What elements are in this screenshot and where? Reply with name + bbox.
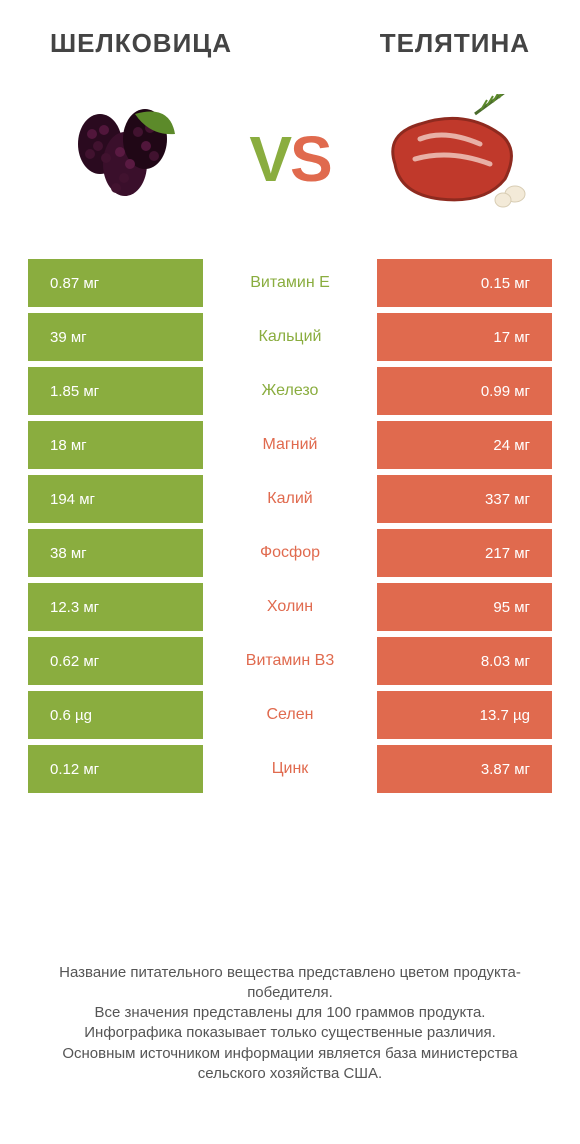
table-row: 0.87 мгВитамин E0.15 мг [28,259,552,307]
nutrient-label: Магний [203,421,377,469]
nutrient-label: Витамин E [203,259,377,307]
table-row: 0.12 мгЦинк3.87 мг [28,745,552,793]
table-row: 194 мгКалий337 мг [28,475,552,523]
table-row: 0.6 µgСелен13.7 µg [28,691,552,739]
footer-line: Инфографика показывает только существенн… [30,1023,550,1043]
nutrient-label: Цинк [203,745,377,793]
nutrient-label: Холин [203,583,377,631]
table-row: 1.85 мгЖелезо0.99 мг [28,367,552,415]
table-row: 38 мгФосфор217 мг [28,529,552,577]
table-row: 18 мгМагний24 мг [28,421,552,469]
value-right: 13.7 µg [377,691,552,739]
vs-v: V [249,123,290,195]
footer-line: Все значения представлены для 100 граммо… [30,1003,550,1023]
vs-s: S [290,123,331,195]
value-right: 8.03 мг [377,637,552,685]
value-left: 39 мг [28,313,203,361]
value-left: 38 мг [28,529,203,577]
header: ШЕЛКОВИЦА ТЕЛЯТИНА [0,0,580,69]
title-right: ТЕЛЯТИНА [380,28,530,59]
nutrient-label: Кальций [203,313,377,361]
mulberry-image [40,89,220,229]
value-left: 0.87 мг [28,259,203,307]
value-left: 0.62 мг [28,637,203,685]
value-right: 337 мг [377,475,552,523]
veal-image [360,89,540,229]
hero: VS [0,69,580,259]
nutrient-label: Железо [203,367,377,415]
value-right: 3.87 мг [377,745,552,793]
value-left: 12.3 мг [28,583,203,631]
table-row: 0.62 мгВитамин B38.03 мг [28,637,552,685]
value-left: 1.85 мг [28,367,203,415]
comparison-table: 0.87 мгВитамин E0.15 мг 39 мгКальций17 мг… [0,259,580,799]
value-left: 18 мг [28,421,203,469]
nutrient-label: Фосфор [203,529,377,577]
value-right: 95 мг [377,583,552,631]
footer: Название питательного вещества представл… [0,935,580,1144]
title-left: ШЕЛКОВИЦА [50,28,232,59]
table-row: 12.3 мгХолин95 мг [28,583,552,631]
footer-line: Название питательного вещества представл… [30,963,550,1004]
value-right: 17 мг [377,313,552,361]
footer-line: Основным источником информации является … [30,1044,550,1085]
nutrient-label: Селен [203,691,377,739]
table-row: 39 мгКальций17 мг [28,313,552,361]
vs-label: VS [249,122,330,196]
value-right: 0.99 мг [377,367,552,415]
nutrient-label: Витамин B3 [203,637,377,685]
value-right: 217 мг [377,529,552,577]
value-left: 194 мг [28,475,203,523]
value-left: 0.6 µg [28,691,203,739]
value-left: 0.12 мг [28,745,203,793]
nutrient-label: Калий [203,475,377,523]
value-right: 24 мг [377,421,552,469]
value-right: 0.15 мг [377,259,552,307]
